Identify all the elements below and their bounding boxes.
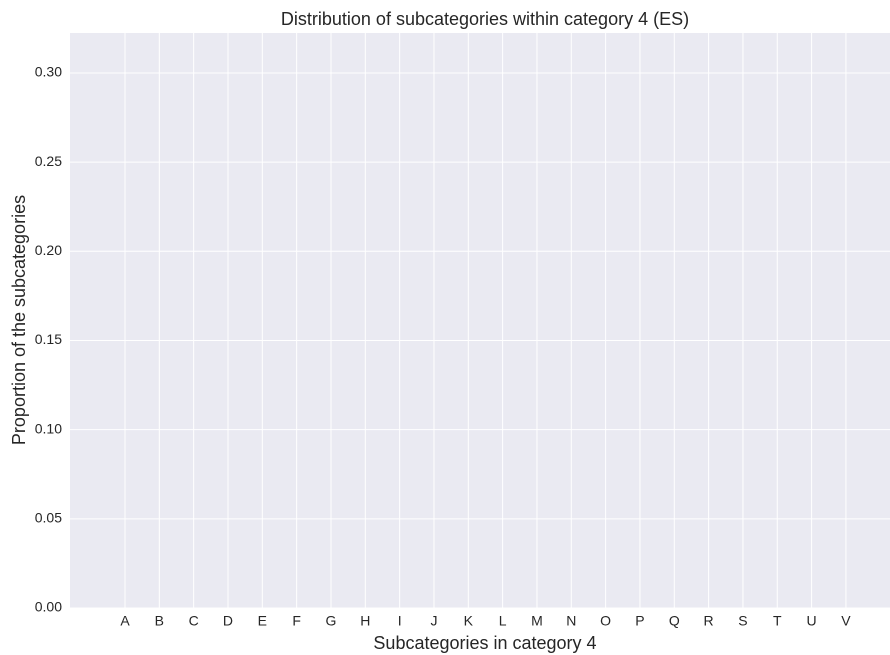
x-tick-label: J xyxy=(430,613,437,629)
x-tick-label: K xyxy=(464,613,474,629)
y-tick-label: 0.10 xyxy=(35,420,62,436)
x-tick-label: U xyxy=(807,613,817,629)
x-tick-label: C xyxy=(189,613,199,629)
y-tick-label: 0.00 xyxy=(35,599,62,615)
x-tick-label: N xyxy=(566,613,576,629)
x-tick-label: M xyxy=(531,613,543,629)
x-tick-label: B xyxy=(155,613,164,629)
plot-area xyxy=(70,33,890,608)
x-tick-label: F xyxy=(292,613,301,629)
x-tick-label: P xyxy=(635,613,644,629)
y-axis-label: Proportion of the subcategories xyxy=(9,195,29,445)
y-tick-label: 0.30 xyxy=(35,64,62,80)
y-tick-label: 0.05 xyxy=(35,510,62,526)
x-tick-label: G xyxy=(326,613,337,629)
x-tick-label: A xyxy=(120,613,130,629)
y-tick-label: 0.25 xyxy=(35,153,62,169)
x-tick-label: T xyxy=(773,613,782,629)
y-tick-label: 0.15 xyxy=(35,331,62,347)
x-tick-label: V xyxy=(841,613,851,629)
x-tick-label: H xyxy=(360,613,370,629)
x-tick-label: I xyxy=(398,613,402,629)
x-tick-label: R xyxy=(704,613,714,629)
x-axis-label: Subcategories in category 4 xyxy=(373,633,596,653)
x-tick-label: Q xyxy=(669,613,680,629)
x-tick-label: L xyxy=(499,613,507,629)
chart-title: Distribution of subcategories within cat… xyxy=(281,9,689,29)
x-tick-label: S xyxy=(738,613,747,629)
x-tick-label: E xyxy=(258,613,267,629)
x-tick-label: O xyxy=(600,613,611,629)
x-tick-label: D xyxy=(223,613,233,629)
y-tick-label: 0.20 xyxy=(35,242,62,258)
